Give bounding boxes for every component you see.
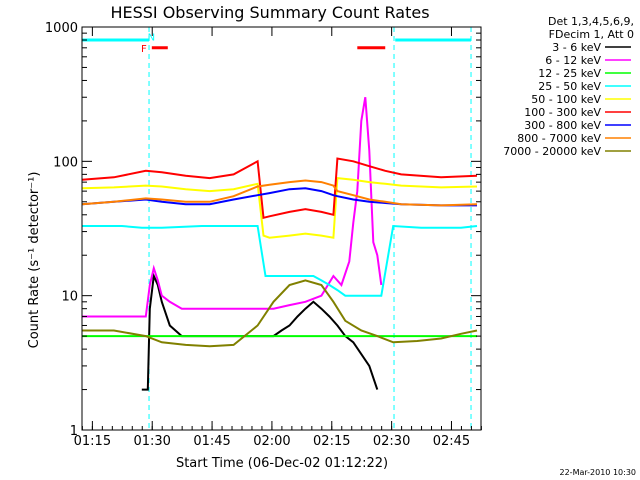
y-tick-label: 1000 [45,21,78,36]
generation-timestamp: 22-Mar-2010 10:30 [560,468,637,477]
x-tick-label: 02:30 [373,434,410,449]
series-line [81,179,478,207]
legend-entry-label: 25 - 50 keV [538,80,601,93]
series-line [82,97,383,318]
chart-title: HESSI Observing Summary Count Rates [110,3,429,22]
legend-entry-label: 300 - 800 keV [524,119,601,132]
y-tick-label: 100 [53,155,78,170]
legend: Det 1,3,4,5,6,9, FDecim 1, Att 0 3 - 6 k… [503,15,634,158]
legend-entry-label: 7000 - 20000 keV [503,145,601,158]
legend-entry-label: 50 - 100 keV [531,93,601,106]
legend-entry-label: 800 - 7000 keV [517,132,601,145]
series-line [82,224,478,297]
x-tick-label: 01:45 [193,434,230,449]
y-axis: 1 10 100 1000 [45,21,481,439]
x-tick-label: 01:15 [74,434,111,449]
y-tick-label: 10 [61,290,78,305]
legend-entry-label: 100 - 300 keV [524,106,601,119]
x-tick-label: 02:15 [313,434,350,449]
series-line [81,177,478,239]
x-tick-label: 02:45 [433,434,470,449]
legend-header-line-1: Det 1,3,4,5,6,9, [548,15,634,28]
y-axis-label: Count Rate (s⁻¹ detector⁻¹) [27,172,42,349]
x-tick-label: 02:00 [253,434,290,449]
flag-label: N [148,32,155,43]
legend-entry-label: 12 - 25 keV [538,67,601,80]
x-axis-label: Start Time (06-Dec-02 01:12:22) [176,456,388,471]
series-line [81,187,477,207]
y-tick-label: 1 [70,424,78,439]
legend-header-line-2: FDecim 1, Att 0 [549,28,634,41]
x-tick-label: 01:30 [133,434,170,449]
plot-area: FN [81,27,478,430]
legend-entry-label: 3 - 6 keV [552,41,601,54]
legend-entry-label: 6 - 12 keV [545,54,601,67]
series-line [81,157,478,220]
flag-label: F [141,44,147,55]
x-axis: 01:15 01:30 01:45 02:00 02:15 02:30 02:45 [74,27,482,449]
series-line [82,279,478,348]
